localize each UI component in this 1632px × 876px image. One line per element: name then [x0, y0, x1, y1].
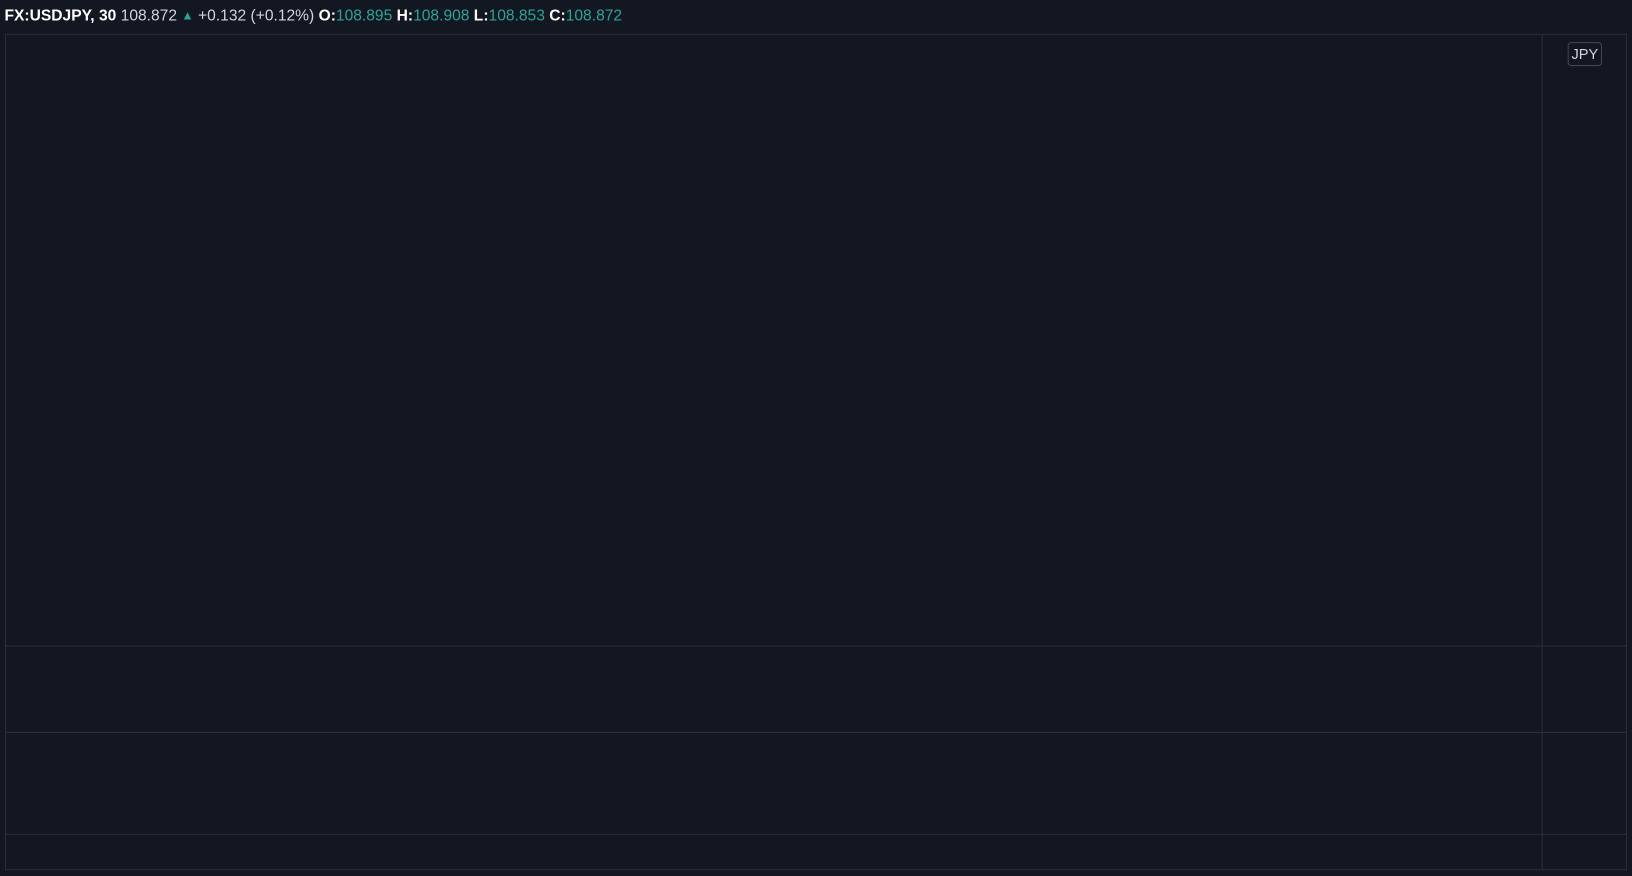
frame: [5, 33, 1627, 871]
direction-icon: ▲: [181, 9, 193, 23]
ohlc-value: 108.853: [489, 8, 545, 25]
currency-label[interactable]: JPY: [1571, 47, 1598, 63]
ohlc-value: 108.895: [336, 8, 393, 25]
change: +0.132 (+0.12%): [198, 8, 314, 25]
ohlc-value: 108.908: [413, 8, 469, 25]
header: FX:USDJPY, 30 108.872 ▲ +0.132 (+0.12%) …: [5, 8, 623, 25]
symbol: FX:USDJPY, 30: [5, 8, 117, 25]
ohlc-label: C:: [549, 8, 565, 25]
ohlc-label: H:: [397, 8, 413, 25]
ohlc-label: O:: [319, 8, 336, 25]
ohlc-label: L:: [474, 8, 489, 25]
currency-box[interactable]: [1567, 42, 1603, 67]
ohlc-value: 108.872: [566, 8, 622, 25]
last-price: 108.872: [121, 8, 177, 25]
